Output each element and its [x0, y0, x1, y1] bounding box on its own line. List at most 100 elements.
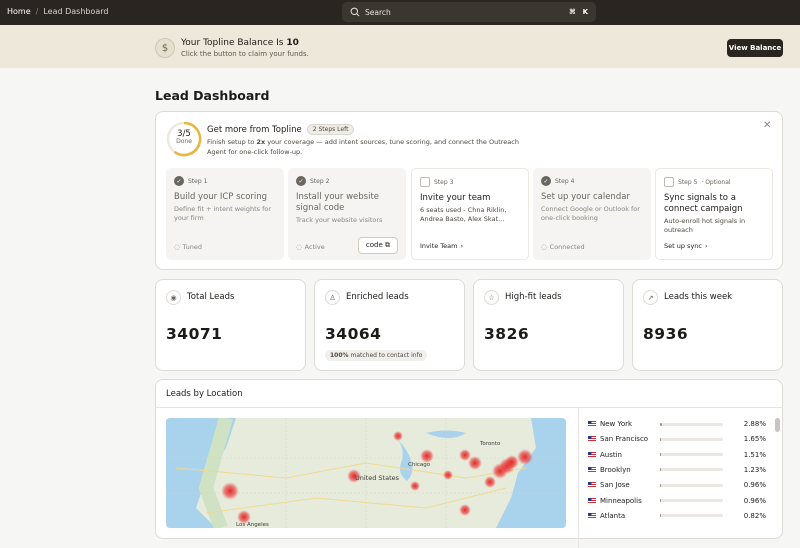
progress-ring: [166, 121, 202, 157]
step-footer[interactable]: Set up sync ›: [664, 242, 708, 250]
stat-value: 34071: [166, 325, 223, 343]
share-label: 1.65%: [743, 435, 766, 444]
step-card[interactable]: Step 3 Invite your team 6 seats used - Chn…: [411, 168, 529, 260]
share-bar: [660, 437, 662, 441]
footer-text: Tuned: [182, 243, 203, 251]
map: Toronto Chicago United States Los Angeles: [166, 418, 566, 528]
stat-card: ◉ Total Leads 34071: [155, 279, 306, 371]
flag: [588, 451, 596, 458]
onboarding-heading: Get more from Topline 2 Steps Left: [207, 124, 355, 135]
scrollbar[interactable]: [775, 418, 780, 432]
location-row: New York 2.88%: [588, 418, 766, 430]
map-svg: Toronto Chicago United States Los Angeles: [166, 418, 566, 528]
step-card[interactable]: ✓ Step 2 Install your website signal code T…: [288, 168, 406, 260]
step-title: Sync signals to a connect campaign: [664, 193, 743, 214]
checkbox: [420, 177, 430, 187]
footer-text: Active: [304, 243, 325, 251]
step-number: Step 4: [555, 177, 575, 185]
stat-value: 34064: [325, 325, 382, 343]
step-number: Step 1: [188, 177, 208, 185]
stat-card: ♙ Enriched leads 34064 100% matched to cont…: [314, 279, 465, 371]
step-header: ✓ Step 2: [296, 176, 398, 186]
city: Minneapolis: [600, 496, 642, 505]
share-bar: [660, 514, 661, 518]
share-track: [660, 514, 723, 518]
stat-label: High-fit leads: [505, 292, 562, 302]
balance: 10: [286, 38, 299, 48]
view-balance-button[interactable]: View Balance: [727, 39, 783, 57]
dollar-icon: $: [155, 38, 175, 58]
share-bar: [660, 483, 661, 487]
location-row: Austin 1.51%: [588, 449, 766, 461]
onboarding-card: 3/5 Done Get more from Topline 2 Steps Lef…: [155, 111, 783, 270]
step-footer: ◌ Connected: [541, 243, 585, 251]
share-track: [660, 499, 723, 502]
progress-label: 3/5: [177, 129, 191, 139]
city: Atlanta: [600, 511, 626, 520]
search-icon: [350, 7, 360, 17]
key: K: [582, 8, 588, 16]
title-prefix: Your Topline Balance Is: [181, 38, 284, 48]
step-title: Install your website signal code: [296, 192, 380, 213]
badge-bold: 100%: [330, 352, 349, 359]
step-card[interactable]: ✓ Step 1 Build your ICP scoring Define fit …: [166, 168, 284, 260]
stat-icon: ♙: [325, 290, 340, 305]
chevron: ›: [704, 242, 708, 250]
footer-text: Set up sync: [664, 242, 702, 250]
topbar: Home / Lead Dashboard Search ⌘ K: [0, 0, 800, 25]
search-box[interactable]: Search ⌘ K: [342, 2, 596, 22]
steps-badge: 2 Steps Left: [306, 124, 355, 135]
footer-text: Connected: [549, 243, 585, 251]
step-card[interactable]: ✓ Step 4 Set up your calendar Connect Googl…: [533, 168, 651, 260]
code-button[interactable]: code ⧉: [357, 237, 398, 254]
share-track: [660, 453, 723, 457]
status-icon: ◌: [174, 243, 180, 251]
stat-label: Leads this week: [664, 292, 733, 302]
check-icon: ✓: [174, 176, 184, 186]
divider: [578, 408, 579, 548]
onboarding-desc: Finish setup to 2x your coverage — add i…: [207, 137, 527, 157]
flag: [588, 482, 596, 489]
status-icon: ◌: [296, 243, 302, 251]
share-label: 2.88%: [743, 420, 766, 428]
balance-subtitle: Click the button to claim your funds.: [181, 50, 309, 58]
balance-title: Your Topline Balance Is 10: [181, 38, 299, 48]
page-title: Lead Dashboard: [155, 88, 270, 103]
crumb[interactable]: Home: [7, 7, 31, 16]
location-row: Brooklyn 1.23%: [588, 464, 766, 476]
progress-status: Done: [176, 138, 192, 145]
share-bar: [660, 468, 661, 472]
city: San Jose: [600, 481, 630, 490]
map-label: United States: [355, 474, 400, 482]
step-footer[interactable]: Invite Team ›: [420, 242, 463, 250]
close-button[interactable]: ✕: [763, 120, 772, 131]
share-label: 1.51%: [743, 450, 766, 459]
progress-text: 3/5 Done: [166, 130, 202, 146]
step-tag: · Optional: [701, 178, 731, 186]
location-row: Atlanta 0.82%: [588, 510, 766, 522]
step-header: Step 3: [420, 177, 520, 187]
flag: [588, 466, 596, 473]
stat-label: Enriched leads: [346, 292, 409, 302]
flag: [588, 436, 596, 443]
share-track: [660, 437, 723, 441]
step-footer: ◌ Active: [296, 243, 325, 251]
flag: [588, 421, 596, 427]
step-number: Step 2: [310, 177, 330, 185]
step-desc: Connect Google or Outlook for one-click …: [541, 205, 640, 222]
stat-icon: ☆: [484, 290, 499, 305]
chevron: ›: [460, 242, 464, 250]
flag: [588, 497, 596, 504]
step-desc: Auto-enroll hot signals in outreach: [664, 217, 746, 234]
stat-value: 3826: [484, 325, 530, 343]
share-track: [660, 422, 723, 426]
divider: [156, 407, 782, 408]
map-label: Los Angeles: [236, 522, 269, 528]
crumb: Lead Dashboard: [43, 7, 109, 16]
stat-label: Total Leads: [187, 292, 235, 302]
share-bar: [660, 422, 662, 426]
location-card: Leads by Location Toronto Chicago United S…: [155, 379, 783, 548]
step-card[interactable]: Step 5 · Optional Sync signals to a connec…: [655, 168, 773, 260]
step-title: Set up your calendar: [541, 192, 630, 202]
